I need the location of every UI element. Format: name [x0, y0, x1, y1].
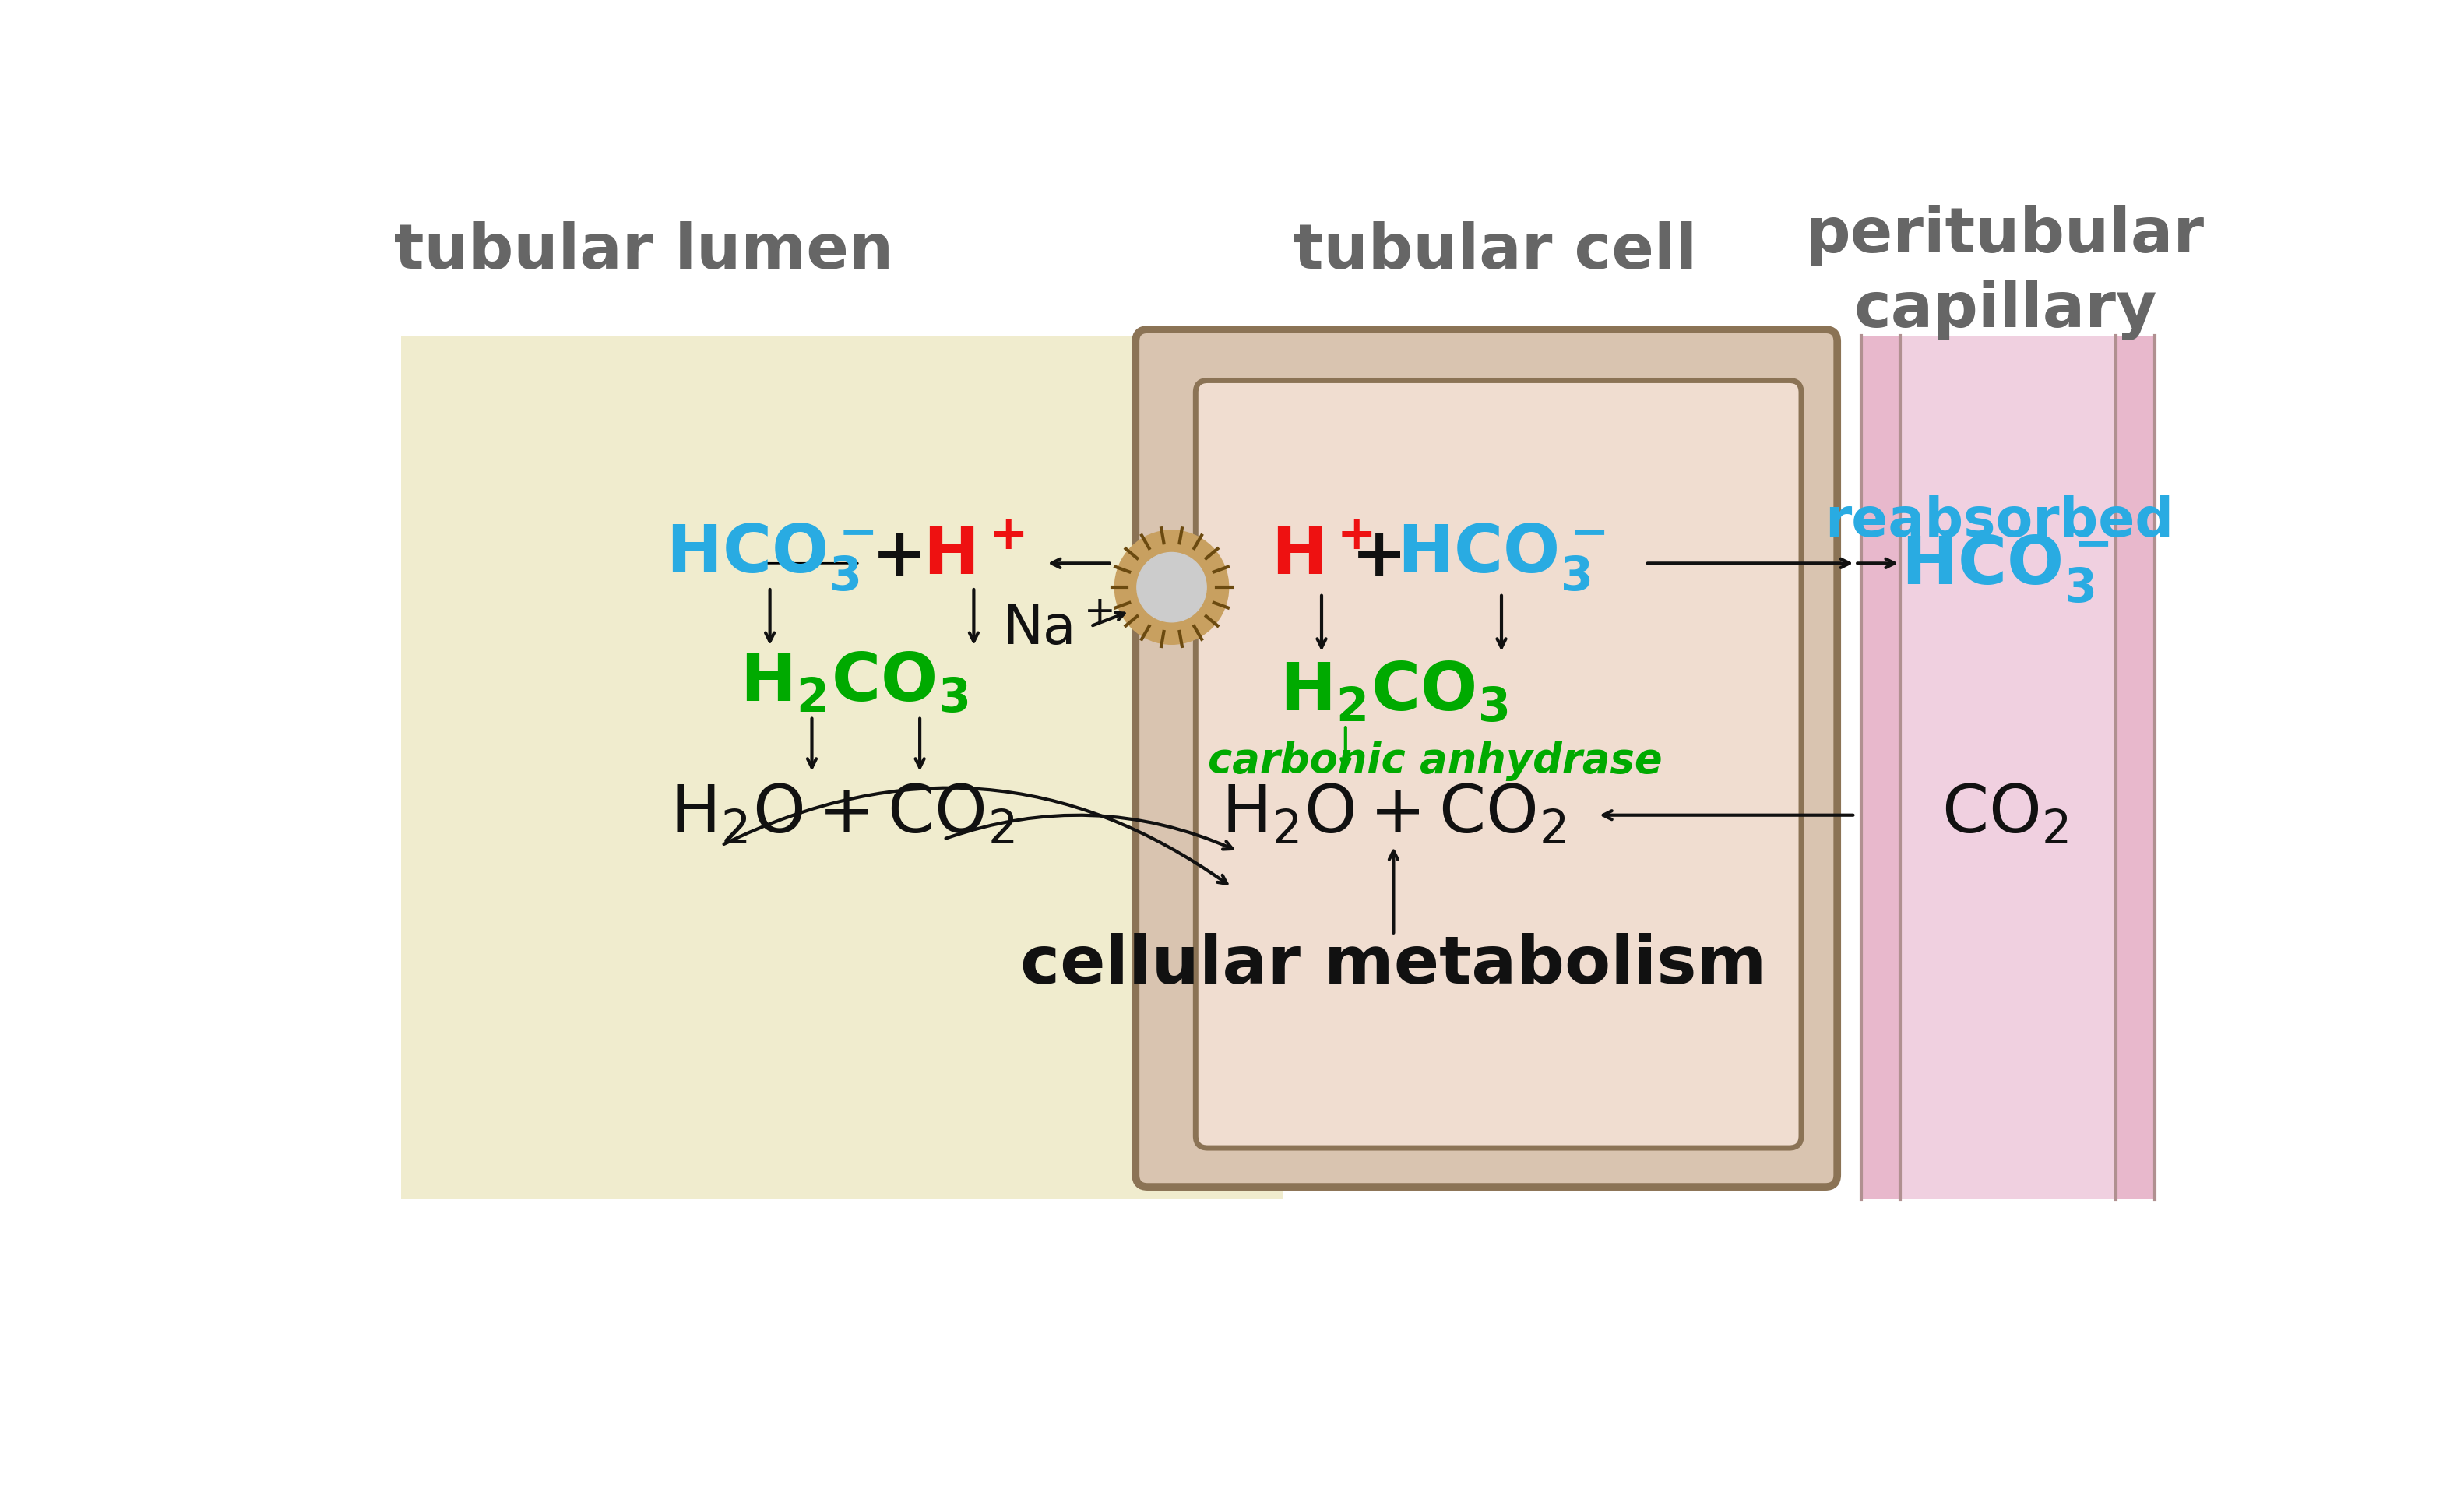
Text: $\bf{HCO_3^-}$: $\bf{HCO_3^-}$	[665, 521, 875, 594]
Text: $\bf{HCO_3^-}$: $\bf{HCO_3^-}$	[1902, 533, 2109, 606]
Bar	[1860, 335, 2156, 1198]
Text: $\bf{H^+}$: $\bf{H^+}$	[924, 525, 1025, 589]
Text: carbonic anhydrase: carbonic anhydrase	[1207, 741, 1663, 781]
Text: $\mathrm{H_2O + CO_2}$: $\mathrm{H_2O + CO_2}$	[1222, 782, 1567, 847]
Text: peritubular
capillary: peritubular capillary	[1806, 205, 2205, 340]
Bar	[402, 335, 1284, 1198]
Bar	[2117, 335, 2156, 1198]
Text: $\bf{H^+}$: $\bf{H^+}$	[1271, 525, 1372, 589]
FancyBboxPatch shape	[1136, 329, 1838, 1186]
Text: $\mathrm{H_2O + CO_2}$: $\mathrm{H_2O + CO_2}$	[670, 782, 1015, 847]
Text: tubular lumen: tubular lumen	[394, 221, 894, 281]
Text: $\bf{+}$: $\bf{+}$	[1350, 525, 1402, 589]
Text: $\bf{H_2CO_3}$: $\bf{H_2CO_3}$	[739, 651, 968, 715]
Bar	[1860, 335, 1900, 1198]
Text: $\bf{HCO_3^-}$: $\bf{HCO_3^-}$	[1397, 521, 1607, 594]
Text: $\bf{+}$: $\bf{+}$	[870, 525, 922, 589]
FancyBboxPatch shape	[1195, 380, 1801, 1147]
Circle shape	[1114, 530, 1230, 645]
Text: reabsorbed: reabsorbed	[1826, 495, 2173, 548]
Text: $\bf{H_2CO_3}$: $\bf{H_2CO_3}$	[1279, 660, 1508, 724]
Text: cellular metabolism: cellular metabolism	[1020, 932, 1767, 998]
Text: $\mathrm{CO_2}$: $\mathrm{CO_2}$	[1942, 782, 2070, 847]
Text: $\mathrm{Na^+}$: $\mathrm{Na^+}$	[1003, 603, 1114, 655]
Text: tubular cell: tubular cell	[1294, 221, 1698, 281]
Circle shape	[1136, 552, 1207, 622]
